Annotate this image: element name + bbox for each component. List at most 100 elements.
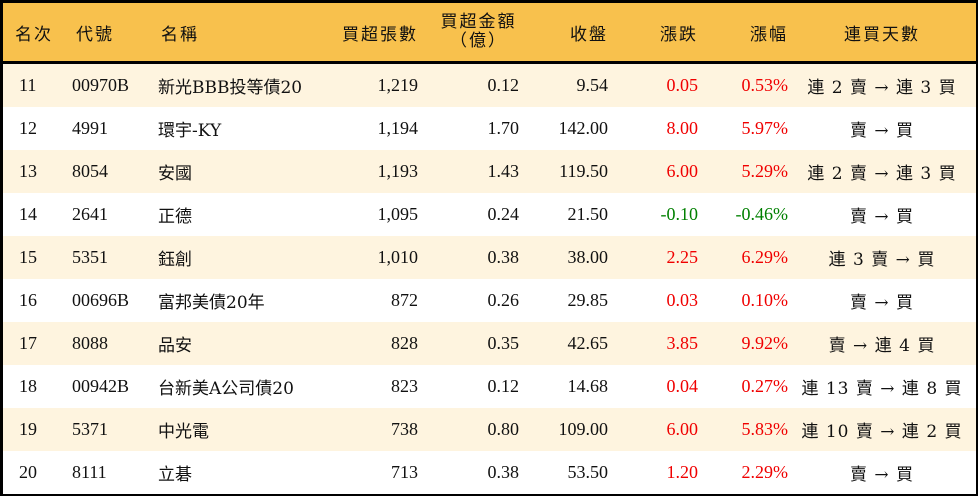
row-change: 6.00 [666, 419, 699, 439]
row-streak: 連 13 賣 → 連 8 買 [801, 379, 963, 399]
row-rank: 15 [19, 247, 37, 267]
row-code: 00696B [72, 290, 130, 310]
row-code: 8111 [72, 462, 107, 482]
row-close: 29.85 [567, 290, 609, 310]
row-streak: 賣 → 連 4 買 [828, 336, 936, 356]
header-net-buy-volume: 買超張數 [342, 24, 418, 45]
row-streak: 賣 → 買 [849, 465, 915, 485]
row-net-buy-volume: 1,219 [377, 75, 419, 95]
row-rank: 18 [19, 376, 37, 396]
row-change-pct: 0.10% [741, 290, 789, 310]
row-code: 8088 [72, 333, 108, 353]
row-rank: 12 [19, 118, 37, 138]
row-close: 14.68 [567, 376, 609, 396]
row-net-buy-amount: 0.35 [487, 333, 520, 353]
row-code: 00970B [72, 75, 130, 95]
row-streak: 連 10 賣 → 連 2 買 [801, 422, 963, 442]
header-code: 代號 [76, 24, 114, 45]
header-change-pct: 漲幅 [750, 24, 788, 45]
row-net-buy-amount: 0.12 [487, 376, 520, 396]
row-rank: 17 [19, 333, 37, 353]
row-rank: 13 [19, 161, 37, 181]
row-net-buy-amount: 0.26 [487, 290, 520, 310]
row-change: 0.04 [666, 376, 699, 396]
row-code: 5351 [72, 247, 108, 267]
row-net-buy-volume: 1,095 [377, 204, 419, 224]
table-row[interactable]: 13 8054 安國 1,193 1.43 119.50 6.00 5.29% 連 2 賣 → … [3, 150, 976, 193]
header-net-buy-amount-line2: （億） [450, 31, 507, 51]
row-close: 21.50 [567, 204, 609, 224]
table-row[interactable]: 16 00696B 富邦美債20年 872 0.26 29.85 0.03 0.10% 賣 → … [3, 279, 976, 322]
row-net-buy-volume: 823 [391, 376, 418, 396]
table-row[interactable]: 18 00942B 台新美A公司債20 823 0.12 14.68 0.04 0.27% 連 … [3, 365, 976, 408]
row-change-pct: 5.83% [741, 419, 789, 439]
row-streak: 賣 → 買 [849, 293, 915, 313]
row-change: 0.05 [666, 75, 699, 95]
row-net-buy-amount: 0.38 [487, 247, 520, 267]
row-close: 9.54 [576, 75, 609, 95]
row-change: 1.20 [666, 462, 699, 482]
header-close: 收盤 [570, 24, 608, 45]
row-net-buy-volume: 1,194 [377, 118, 419, 138]
row-net-buy-volume: 872 [391, 290, 418, 310]
row-net-buy-amount: 0.24 [487, 204, 520, 224]
row-net-buy-volume: 713 [391, 462, 418, 482]
row-rank: 11 [19, 75, 37, 95]
header-net-buy-amount-line1: 買超金額 [440, 12, 517, 32]
row-rank: 16 [19, 290, 37, 310]
table-row[interactable]: 19 5371 中光電 738 0.80 109.00 6.00 5.83% 連 10 賣 → … [3, 408, 976, 451]
table-row[interactable]: 20 8111 立碁 713 0.38 53.50 1.20 2.29% 賣 → 買 [3, 451, 976, 494]
table-row[interactable]: 17 8088 品安 828 0.35 42.65 3.85 9.92% 賣 → 連 4 買 [3, 322, 976, 365]
row-name: 品安 [158, 336, 192, 356]
row-net-buy-volume: 828 [391, 333, 418, 353]
row-code: 5371 [72, 419, 108, 439]
row-change: 6.00 [666, 161, 699, 181]
row-change-pct: 0.27% [741, 376, 789, 396]
row-change-pct: 2.29% [741, 462, 789, 482]
row-change-pct: 5.97% [741, 118, 789, 138]
row-change-pct: 6.29% [741, 247, 789, 267]
table-row[interactable]: 15 5351 鈺創 1,010 0.38 38.00 2.25 6.29% 連 3 賣 → 買 [3, 236, 976, 279]
row-net-buy-volume: 1,010 [377, 247, 419, 267]
row-close: 42.65 [567, 333, 609, 353]
row-rank: 20 [19, 462, 37, 482]
row-net-buy-volume: 1,193 [377, 161, 419, 181]
row-change: 8.00 [666, 118, 699, 138]
row-change-pct: 0.53% [741, 75, 789, 95]
header-change: 漲跌 [660, 24, 698, 45]
row-net-buy-amount: 0.80 [487, 419, 520, 439]
row-name: 富邦美債20年 [158, 293, 265, 313]
row-close: 119.50 [559, 161, 608, 181]
header-name: 名稱 [161, 24, 199, 45]
row-net-buy-amount: 0.12 [487, 75, 520, 95]
row-net-buy-amount: 1.70 [487, 118, 520, 138]
header-streak: 連買天數 [844, 24, 920, 45]
row-change-pct: 9.92% [741, 333, 789, 353]
row-name: 立碁 [158, 465, 192, 485]
row-name: 台新美A公司債20 [158, 379, 294, 399]
row-name: 鈺創 [158, 250, 192, 270]
row-name: 中光電 [158, 422, 209, 442]
row-streak: 賣 → 買 [849, 207, 915, 227]
table-row[interactable]: 12 4991 環宇-KY 1,194 1.70 142.00 8.00 5.97% 賣 → 買 [3, 107, 976, 150]
row-change: 0.03 [666, 290, 699, 310]
row-net-buy-amount: 0.38 [487, 462, 520, 482]
row-change: 3.85 [666, 333, 699, 353]
row-name: 安國 [158, 164, 192, 184]
header-net-buy-amount: 買超金額 （億） [418, 13, 519, 51]
row-rank: 19 [19, 419, 37, 439]
row-change: 2.25 [666, 247, 699, 267]
row-name: 正德 [158, 207, 192, 227]
row-close: 109.00 [558, 419, 609, 439]
row-change: -0.10 [660, 204, 699, 224]
row-change-pct: -0.46% [735, 204, 789, 224]
row-net-buy-amount: 1.43 [487, 161, 520, 181]
table-row[interactable]: 14 2641 正德 1,095 0.24 21.50 -0.10 -0.46% 賣 → 買 [3, 193, 976, 236]
table-row[interactable]: 11 00970B 新光BBB投等債20 1,219 0.12 9.54 0.05 0.53%… [3, 64, 976, 107]
table-header: 名次 代號 名稱 買超張數 買超金額 （億） 收盤 漲跌 漲幅 連買天數 [3, 3, 976, 64]
header-rank: 名次 [15, 24, 53, 45]
row-net-buy-volume: 738 [391, 419, 418, 439]
row-close: 38.00 [567, 247, 609, 267]
row-change-pct: 5.29% [741, 161, 789, 181]
